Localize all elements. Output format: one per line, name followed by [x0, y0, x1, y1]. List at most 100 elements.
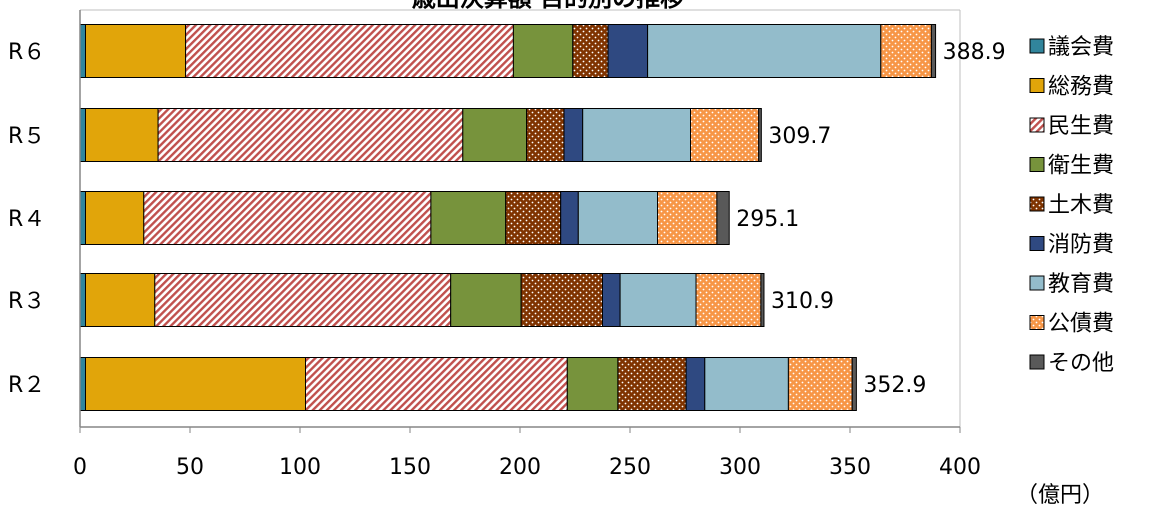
bar-segment [577, 191, 658, 245]
bar-segment [647, 24, 882, 78]
bar-row [79, 24, 937, 78]
legend-swatch [1029, 117, 1045, 133]
legend-item: 土木費 [1029, 193, 1114, 218]
bar-segment [582, 108, 692, 162]
bar-segment [566, 357, 619, 411]
bar-segment [787, 357, 853, 411]
bar-segment [758, 108, 762, 162]
legend-item: 総務費 [1029, 75, 1114, 100]
category-label: R４ [8, 207, 45, 232]
x-tick-label: 100 [279, 455, 321, 480]
total-label: 388.9 [943, 40, 1006, 65]
bar-segment [154, 273, 452, 327]
legend-label: 公債費 [1048, 312, 1114, 337]
total-label: 309.7 [768, 124, 831, 149]
bar-segment [560, 191, 579, 245]
bar-segment [685, 357, 706, 411]
legend-item: 民生費 [1029, 114, 1114, 139]
bar-segment [930, 24, 937, 78]
legend-item: 消防費 [1029, 233, 1114, 258]
bar-row [79, 357, 857, 411]
x-tick-label: 350 [829, 455, 871, 480]
legend-label: 消防費 [1048, 233, 1114, 258]
total-label: 310.9 [771, 289, 834, 314]
bar-segment [695, 273, 762, 327]
x-axis-unit-label: （億円） [1016, 483, 1104, 508]
bar-segment [79, 108, 86, 162]
bar-segment [716, 191, 730, 245]
bar-segment [690, 108, 760, 162]
legend-item: 教育費 [1029, 272, 1114, 297]
bar-segment [185, 24, 514, 78]
x-tick-label: 150 [389, 455, 431, 480]
bar-segment [563, 108, 584, 162]
bar-segment [572, 24, 609, 78]
bar-segment [85, 24, 187, 78]
legend-swatch [1029, 157, 1045, 172]
chart-title: 歳出決算額 目的別の推移 [412, 0, 684, 12]
bar-segment [85, 191, 145, 245]
bar-segment [79, 273, 86, 327]
legend-swatch [1029, 38, 1045, 54]
bar-segment [79, 357, 86, 411]
plot-frame [80, 9, 961, 427]
bar-segment [157, 108, 464, 162]
legend-label: その他 [1048, 351, 1114, 376]
bar-segment [305, 357, 568, 411]
bar-row [79, 191, 730, 245]
bar-segment [450, 273, 522, 327]
bar-segment [520, 273, 603, 327]
bar-segment [880, 24, 932, 78]
category-label: R６ [8, 40, 45, 65]
bar-segment [704, 357, 789, 411]
category-label: R２ [8, 373, 45, 398]
legend-swatch [1029, 236, 1045, 251]
bar-segment [619, 273, 697, 327]
bar-row [79, 108, 762, 162]
category-label: R５ [8, 124, 45, 149]
bar-segment [85, 108, 159, 162]
bar-segment [657, 191, 718, 245]
bar-segment [602, 273, 621, 327]
x-tick-label: 200 [499, 455, 541, 480]
legend-swatch [1029, 275, 1045, 291]
bar-segment [617, 357, 687, 411]
bar-segment [851, 357, 857, 411]
legend-swatch [1029, 354, 1045, 370]
legend-label: 教育費 [1048, 272, 1114, 297]
category-labels: R６ R５ R４ R３ R２ [8, 40, 45, 398]
legend-item: 衛生費 [1029, 154, 1114, 179]
legend-label: 総務費 [1048, 75, 1114, 100]
bar-segment [607, 24, 649, 78]
legend-label: 土木費 [1048, 193, 1114, 218]
bar-segment [79, 191, 86, 245]
bar-segment [505, 191, 562, 245]
legend-label: 民生費 [1048, 114, 1114, 139]
bars [79, 24, 937, 411]
legend-item: 公債費 [1029, 312, 1114, 337]
x-tick-labels: 0 50 100 150 200 250 300 350 400 [73, 427, 981, 480]
x-tick-label: 50 [176, 455, 204, 480]
bar-segment [512, 24, 574, 78]
bar-segment [526, 108, 565, 162]
category-label: R３ [8, 289, 45, 314]
x-tick-label: 400 [939, 455, 981, 480]
total-label: 295.1 [736, 207, 799, 232]
legend-swatch [1029, 78, 1045, 93]
bar-segment [462, 108, 528, 162]
legend-swatch [1029, 196, 1045, 212]
bar-segment [430, 191, 507, 245]
total-label: 352.9 [863, 373, 926, 398]
legend-label: 衛生費 [1048, 154, 1114, 179]
total-labels: 388.9 309.7 295.1 310.9 352.9 [736, 40, 1005, 398]
bar-segment [85, 357, 306, 411]
x-tick-label: 300 [719, 455, 761, 480]
bar-row [79, 273, 765, 327]
bar-segment [143, 191, 432, 245]
bar-segment [85, 273, 156, 327]
legend-item: その他 [1029, 351, 1114, 376]
legend-label: 議会費 [1048, 35, 1114, 60]
